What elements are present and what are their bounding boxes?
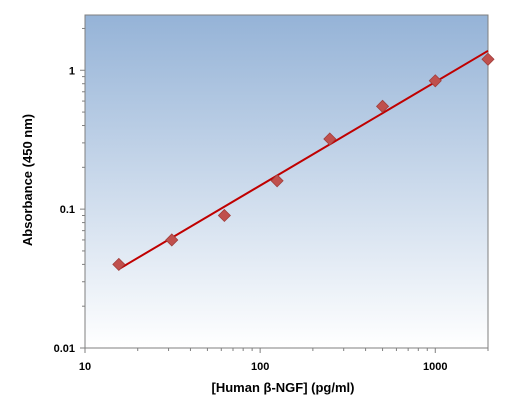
data-point bbox=[375, 99, 390, 113]
x-axis-title: [Human β-NGF] (pg/ml) bbox=[212, 380, 355, 395]
x-tick-label: 10 bbox=[79, 361, 91, 373]
y-tick-label: 0.01 bbox=[54, 343, 75, 355]
data-marks bbox=[112, 49, 495, 271]
plot-area bbox=[84, 14, 489, 349]
y-axis-title: Absorbance (450 nm) bbox=[20, 114, 35, 246]
fit-line bbox=[118, 49, 489, 270]
axes: 10 100 1000 0.01 0.1 1 bbox=[54, 27, 489, 373]
y-tick-label: 1 bbox=[69, 65, 75, 77]
data-point bbox=[112, 257, 126, 271]
data-point bbox=[481, 52, 495, 66]
y-tick-label: 0.1 bbox=[60, 204, 75, 216]
x-tick-label: 1000 bbox=[423, 361, 447, 373]
data-point bbox=[165, 233, 179, 247]
data-point bbox=[270, 174, 284, 188]
x-tick-label: 100 bbox=[251, 361, 269, 373]
data-point bbox=[323, 132, 337, 146]
data-point bbox=[217, 208, 231, 223]
data-point bbox=[428, 74, 442, 88]
